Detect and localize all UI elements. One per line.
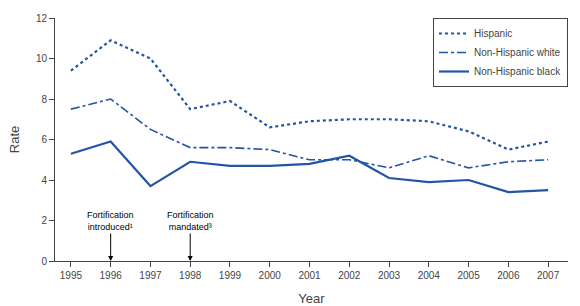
svg-text:2: 2: [41, 215, 47, 226]
svg-text:2002: 2002: [338, 270, 361, 281]
svg-text:1995: 1995: [60, 270, 83, 281]
svg-text:Rate: Rate: [7, 126, 22, 153]
svg-text:10: 10: [36, 53, 48, 64]
svg-text:Year: Year: [298, 291, 325, 306]
svg-text:1998: 1998: [179, 270, 202, 281]
svg-text:4: 4: [41, 175, 47, 186]
svg-text:12: 12: [36, 13, 48, 24]
svg-text:1997: 1997: [139, 270, 162, 281]
svg-text:2006: 2006: [497, 270, 520, 281]
svg-text:Non-Hispanic white: Non-Hispanic white: [474, 47, 561, 58]
svg-text:2003: 2003: [378, 270, 401, 281]
svg-text:2005: 2005: [457, 270, 480, 281]
svg-text:2001: 2001: [298, 270, 321, 281]
svg-text:2004: 2004: [418, 270, 441, 281]
svg-text:0: 0: [41, 256, 47, 267]
svg-text:Hispanic: Hispanic: [474, 28, 512, 39]
svg-text:Fortificationintroduced¹: Fortificationintroduced¹: [87, 210, 134, 232]
svg-text:1999: 1999: [219, 270, 242, 281]
svg-text:Fortificationmandated³: Fortificationmandated³: [167, 210, 214, 232]
svg-text:2007: 2007: [537, 270, 560, 281]
svg-text:2000: 2000: [259, 270, 282, 281]
svg-text:6: 6: [41, 134, 47, 145]
svg-text:8: 8: [41, 94, 47, 105]
svg-text:Non-Hispanic black: Non-Hispanic black: [474, 66, 561, 77]
svg-text:1996: 1996: [100, 270, 123, 281]
